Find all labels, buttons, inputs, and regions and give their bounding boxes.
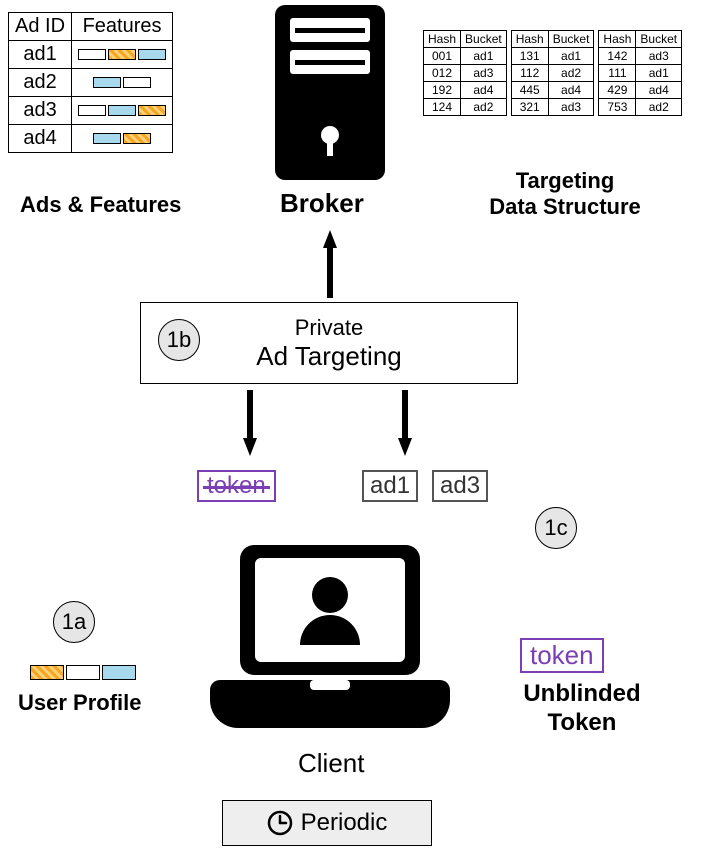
arrow-down-left-icon — [243, 390, 257, 456]
ads-caption: Ads & Features — [20, 192, 181, 218]
strike-line — [203, 486, 270, 489]
result-ad3: ad3 — [432, 470, 488, 502]
feature-chip — [30, 665, 64, 680]
feature-chip — [66, 665, 100, 680]
pat-line1: Private — [295, 315, 363, 341]
tgt-table-1: HashBucket 001ad1 012ad3 192ad4 124ad2 — [423, 30, 507, 116]
client-icon — [210, 540, 450, 745]
ads-header-id: Ad ID — [9, 13, 72, 41]
ads-header-feat: Features — [72, 13, 173, 41]
broker-caption: Broker — [280, 188, 364, 219]
targeting-caption: Targeting Data Structure — [465, 168, 665, 220]
targeting-tables: HashBucket 001ad1 012ad3 192ad4 124ad2 H… — [423, 30, 682, 116]
feat-cell — [72, 97, 173, 125]
tgt-table-3: HashBucket 142ad3 111ad1 429ad4 753ad2 — [598, 30, 682, 116]
table-row: ad2 — [9, 69, 173, 97]
ad-id-cell: ad1 — [9, 41, 72, 69]
feat-cell — [72, 125, 173, 153]
user-profile-features — [30, 665, 136, 680]
step-1c-badge: 1c — [535, 507, 577, 549]
blinded-token: token — [197, 470, 276, 502]
ad-id-cell: ad4 — [9, 125, 72, 153]
result-ad1: ad1 — [362, 470, 418, 502]
ad-id-cell: ad2 — [9, 69, 72, 97]
step-1a-badge: 1a — [53, 601, 95, 643]
periodic-box: Periodic — [222, 800, 432, 846]
table-row: ad4 — [9, 125, 173, 153]
unblinded-caption: Unblinded Token — [492, 680, 672, 738]
broker-icon — [265, 0, 395, 190]
arrow-down-right-icon — [398, 390, 412, 456]
arrow-up-icon — [323, 230, 337, 298]
periodic-label: Periodic — [301, 809, 388, 837]
ad-id-cell: ad3 — [9, 97, 72, 125]
table-row: ad3 — [9, 97, 173, 125]
ads-features-table: Ad ID Features ad1 ad2 ad3 ad4 — [8, 12, 173, 153]
unblinded-token: token — [520, 638, 604, 673]
feat-cell — [72, 69, 173, 97]
client-caption: Client — [298, 748, 364, 779]
step-1b-badge: 1b — [158, 319, 200, 361]
feature-chip — [102, 665, 136, 680]
tgt-table-2: HashBucket 131ad1 112ad2 445ad4 321ad3 — [511, 30, 595, 116]
clock-icon — [267, 810, 293, 836]
pat-line2: Ad Targeting — [256, 341, 402, 372]
feat-cell — [72, 41, 173, 69]
table-row: ad1 — [9, 41, 173, 69]
user-profile-caption: User Profile — [18, 690, 142, 716]
